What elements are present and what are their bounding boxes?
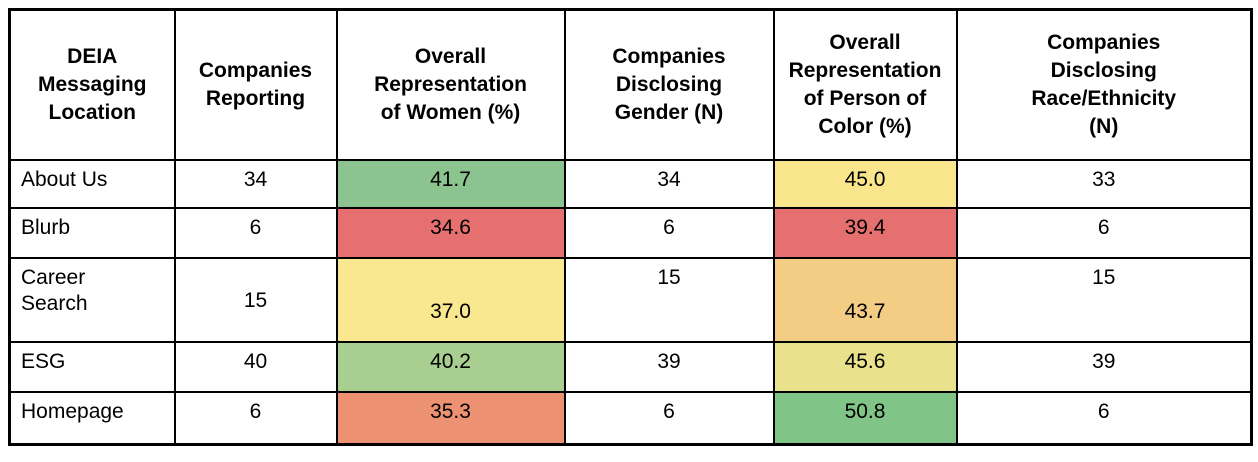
cell-women-pct: 41.7 <box>335 159 566 209</box>
column-header-overall-representation-women: Overall Representation of Women (%) <box>335 8 566 161</box>
table-row-blurb: Blurb 6 34.6 6 39.4 6 <box>8 207 1253 259</box>
cell-race-n: 6 <box>955 391 1253 445</box>
column-header-companies-disclosing-race-ethnicity: Companies Disclosing Race/Ethnicity (N) <box>955 8 1253 161</box>
cell-women-pct: 34.6 <box>335 207 566 259</box>
cell-women-pct: 35.3 <box>335 391 566 445</box>
cell-location: Blurb <box>8 207 176 259</box>
cell-location: Homepage <box>8 391 176 445</box>
cell-gender-n: 15 <box>563 257 775 343</box>
cell-companies-reporting: 6 <box>173 391 338 445</box>
cell-women-pct: 37.0 <box>335 257 566 343</box>
column-header-deia-messaging-location: DEIA Messaging Location <box>8 8 176 161</box>
table-row-about-us: About Us 34 41.7 34 45.0 33 <box>8 159 1253 209</box>
cell-gender-n: 39 <box>563 341 775 393</box>
cell-companies-reporting: 40 <box>173 341 338 393</box>
cell-companies-reporting: 34 <box>173 159 338 209</box>
cell-gender-n: 6 <box>563 391 775 445</box>
cell-poc-pct: 50.8 <box>772 391 958 445</box>
cell-race-n: 6 <box>955 207 1253 259</box>
cell-poc-pct: 45.6 <box>772 341 958 393</box>
table-row-esg: ESG 40 40.2 39 45.6 39 <box>8 341 1253 393</box>
cell-race-n: 15 <box>955 257 1253 343</box>
cell-location: Career Search <box>8 257 176 343</box>
cell-companies-reporting: 15 <box>173 257 338 343</box>
table-row-career-search: Career Search 15 37.0 15 43.7 15 <box>8 257 1253 343</box>
cell-companies-reporting: 6 <box>173 207 338 259</box>
cell-location: About Us <box>8 159 176 209</box>
cell-race-n: 33 <box>955 159 1253 209</box>
column-header-overall-representation-poc: Overall Representation of Person of Colo… <box>772 8 958 161</box>
table-header-row: DEIA Messaging Location Companies Report… <box>8 8 1253 161</box>
cell-gender-n: 6 <box>563 207 775 259</box>
deia-messaging-table: DEIA Messaging Location Companies Report… <box>8 8 1253 446</box>
cell-gender-n: 34 <box>563 159 775 209</box>
cell-poc-pct: 43.7 <box>772 257 958 343</box>
column-header-companies-reporting: Companies Reporting <box>173 8 338 161</box>
cell-women-pct: 40.2 <box>335 341 566 393</box>
cell-race-n: 39 <box>955 341 1253 393</box>
cell-poc-pct: 45.0 <box>772 159 958 209</box>
table-row-homepage: Homepage 6 35.3 6 50.8 6 <box>8 391 1253 445</box>
column-header-companies-disclosing-gender: Companies Disclosing Gender (N) <box>563 8 775 161</box>
cell-location: ESG <box>8 341 176 393</box>
cell-poc-pct: 39.4 <box>772 207 958 259</box>
